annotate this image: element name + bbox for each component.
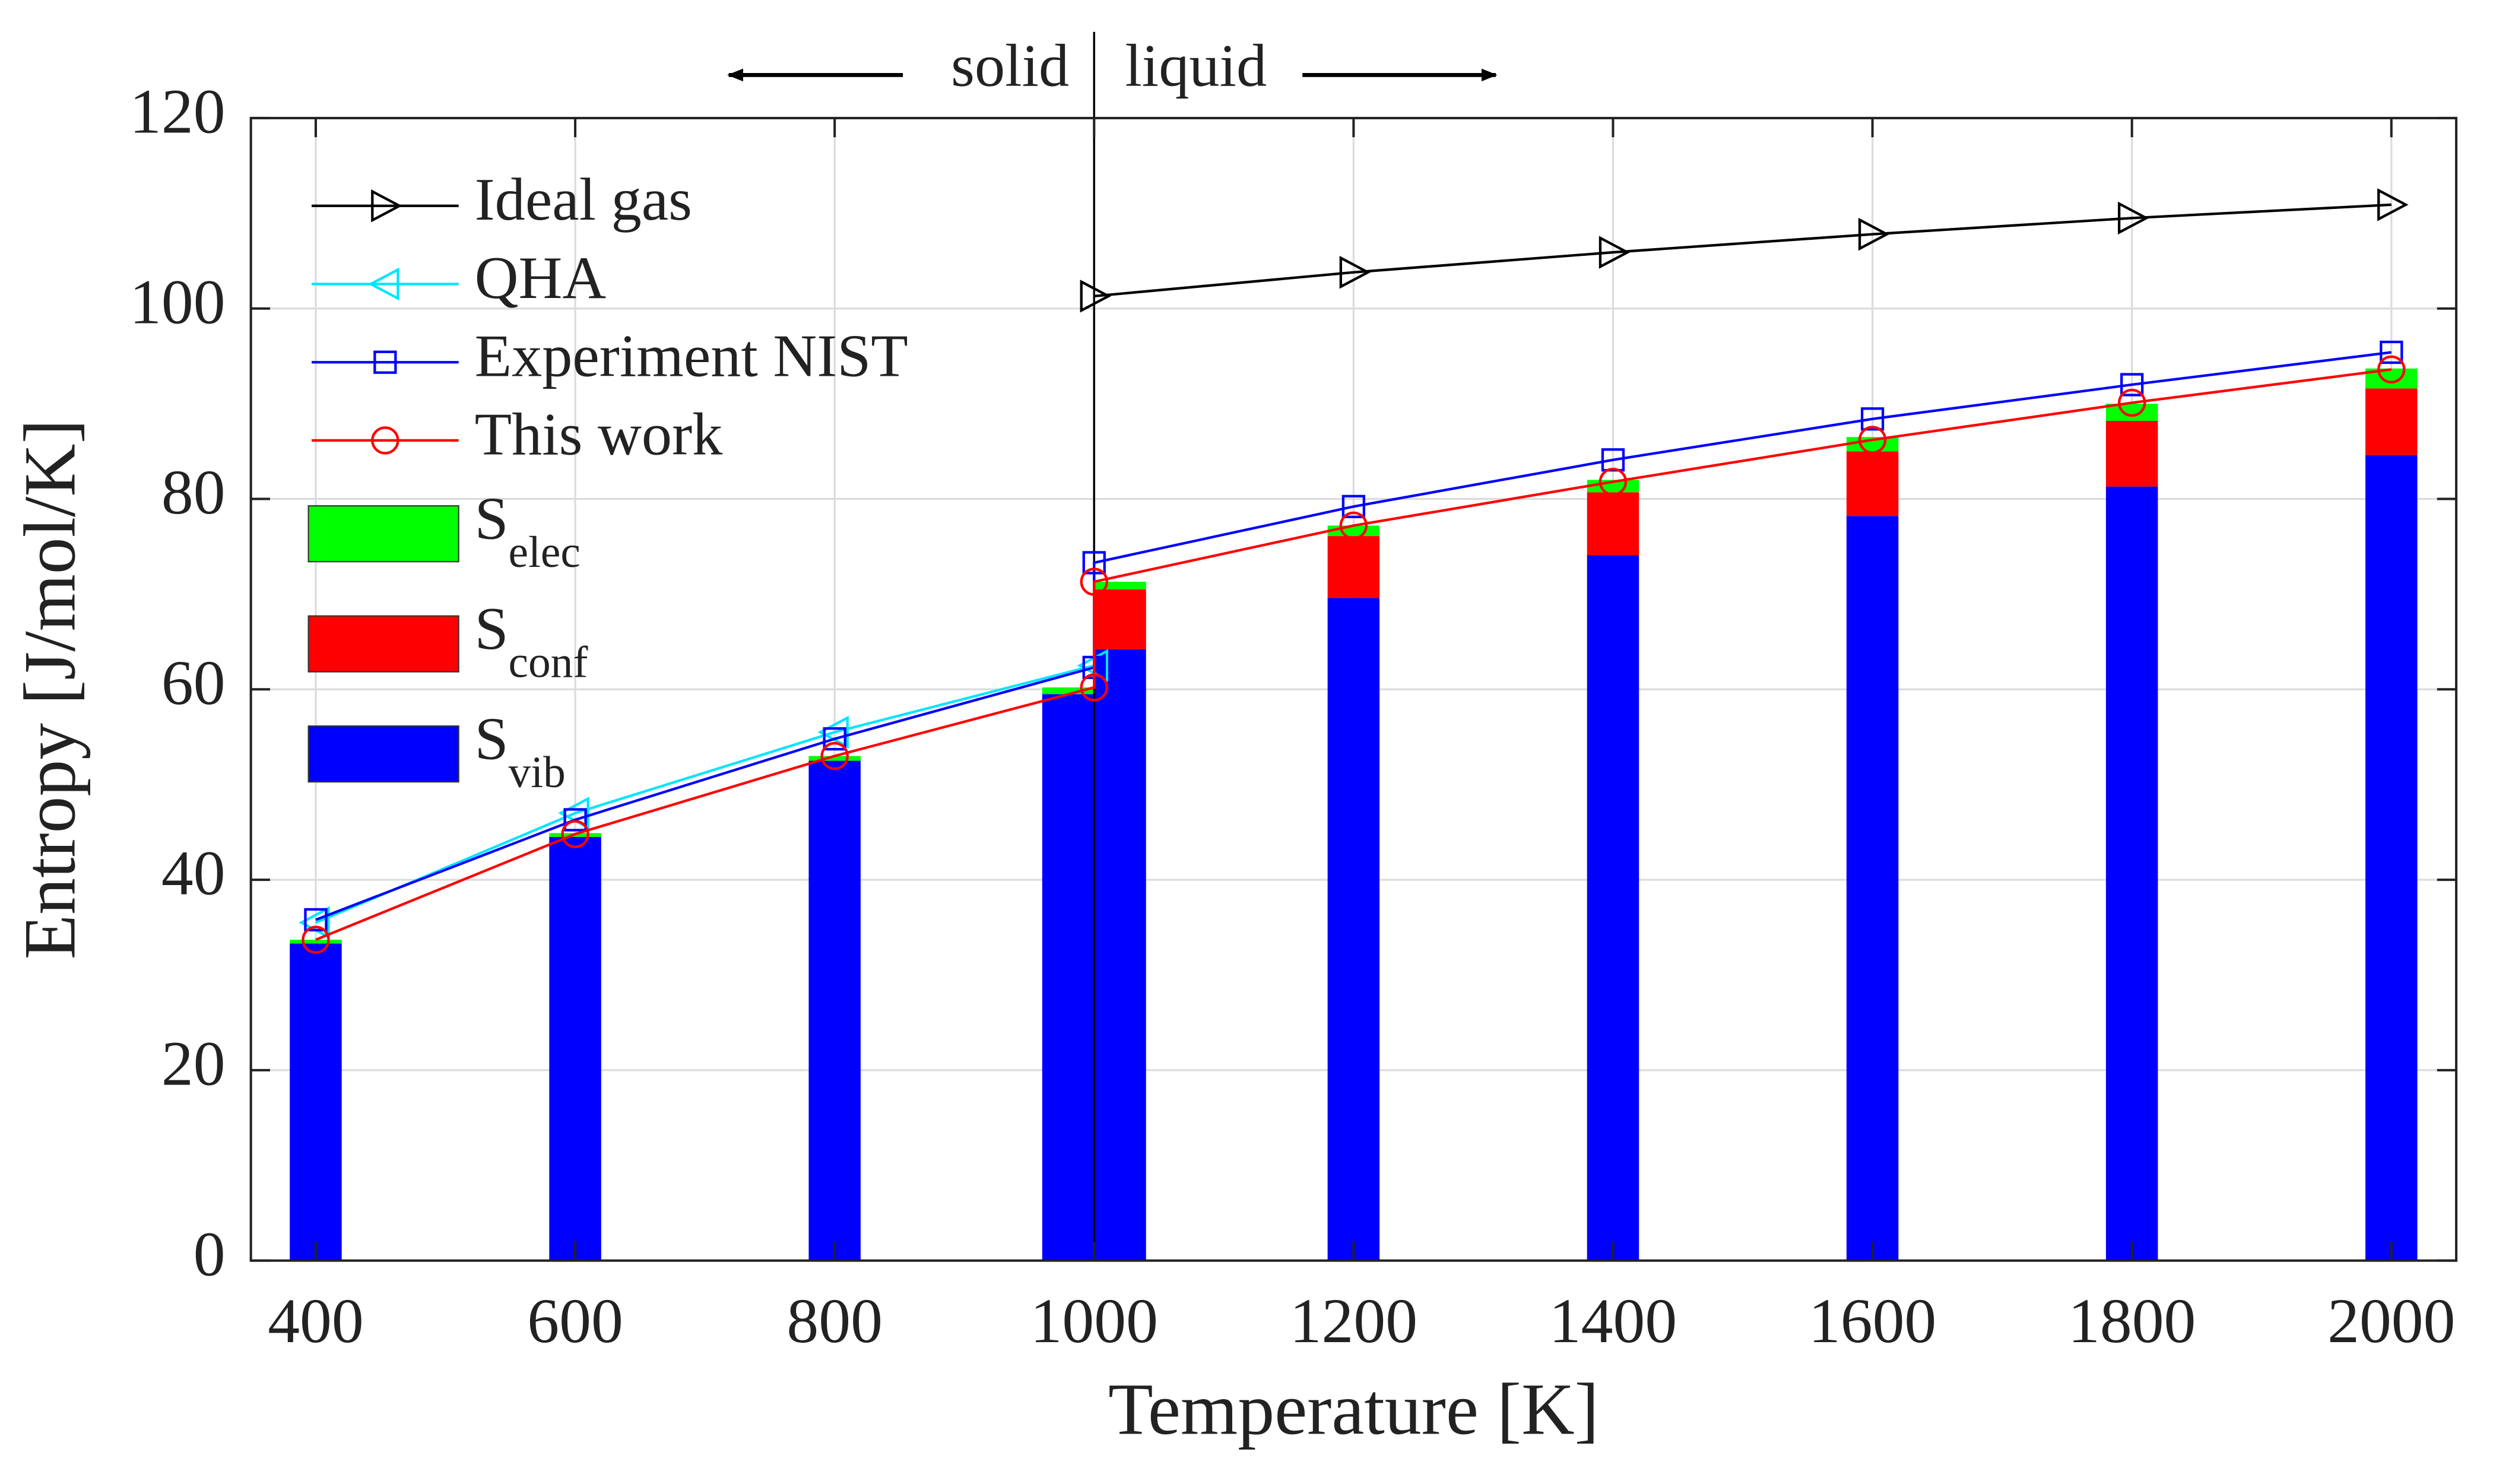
marker: [2120, 373, 2144, 397]
legend-swatch: [307, 615, 459, 673]
marker: [563, 808, 587, 832]
bar-segment: [1094, 649, 1146, 1261]
y-tick-label: 120: [129, 77, 226, 147]
bar-segment: [1327, 598, 1380, 1261]
marker: [561, 820, 589, 848]
legend-label: Svib: [475, 706, 566, 798]
marker: [2377, 355, 2406, 384]
line: [315, 368, 2392, 941]
x-tick-label: 600: [527, 1286, 623, 1356]
legend-label: Ideal gas: [475, 166, 692, 233]
bar-segment: [1094, 582, 1146, 589]
legend-marker: [368, 267, 399, 301]
bar-segment: [808, 756, 861, 761]
marker: [304, 908, 328, 932]
y-tick-label: 20: [161, 1029, 226, 1099]
legend: Ideal gas QHA Experiment NIST This work Sele…: [307, 166, 908, 798]
y-tick-label: 60: [161, 648, 226, 718]
marker: [823, 727, 846, 751]
x-axis-label: Temperature [K]: [1108, 1369, 1599, 1450]
legend-label: Sconf: [475, 595, 589, 687]
y-tick-label: 40: [161, 838, 226, 909]
legend-marker: [371, 426, 399, 455]
bar-segment: [549, 836, 601, 1261]
legend-marker: [371, 189, 402, 223]
marker: [1080, 280, 1112, 313]
x-tick-label: 2000: [2327, 1286, 2455, 1356]
marker: [1598, 467, 1628, 496]
marker: [1858, 217, 1890, 251]
x-tick-label: 400: [268, 1286, 364, 1356]
legend-swatch: [307, 505, 459, 563]
bar-segment: [1846, 516, 1899, 1261]
annotation: solid: [951, 32, 1069, 99]
marker: [1341, 494, 1366, 518]
legend-label: Experiment NIST: [475, 323, 908, 390]
y-axis-label: Entropy [J/mol/K]: [9, 419, 90, 959]
bar-segment: [290, 943, 342, 1261]
x-tick-label: 1000: [1030, 1286, 1158, 1356]
bar-segment: [1587, 492, 1639, 556]
x-tick-label: 800: [786, 1286, 883, 1356]
bar-segment: [290, 940, 342, 944]
bar-segment: [2105, 486, 2158, 1261]
bar-segment: [808, 760, 861, 1261]
bar-segment: [1846, 451, 1899, 516]
marker: [1858, 426, 1887, 454]
line: [1094, 203, 2391, 298]
x-tick-label: 1800: [2068, 1286, 2196, 1356]
legend-swatch: [307, 725, 459, 783]
x-tick-label: 1600: [1809, 1286, 1936, 1356]
bar-segment: [1327, 536, 1380, 598]
marker: [1082, 551, 1106, 575]
bar-segment: [1042, 687, 1095, 695]
marker: [2118, 201, 2149, 235]
y-tick-label: 0: [194, 1219, 226, 1289]
marker: [1080, 567, 1108, 596]
y-tick-label: 100: [129, 267, 226, 337]
marker: [1339, 511, 1368, 540]
y-tick-label: 80: [161, 457, 226, 528]
bar-segment: [1094, 589, 1146, 649]
bar-segment: [2365, 388, 2418, 455]
legend-label: Selec: [475, 486, 581, 578]
marker: [1080, 673, 1108, 702]
marker: [302, 925, 330, 954]
x-tick-label: 1200: [1290, 1286, 1417, 1356]
bar-segment: [1587, 555, 1639, 1261]
legend-marker: [373, 350, 397, 374]
marker: [820, 741, 849, 770]
marker: [1339, 255, 1371, 289]
bar-segment: [1042, 694, 1095, 1261]
bar-segment: [2105, 404, 2158, 421]
x-tick-label: 1400: [1549, 1286, 1677, 1356]
line: [315, 351, 2392, 921]
bar-segment: [2105, 420, 2158, 487]
line: [315, 664, 1095, 924]
legend-label: QHA: [475, 245, 607, 312]
annotation: liquid: [1125, 32, 1267, 99]
marker: [1598, 236, 1631, 269]
marker: [1860, 407, 1885, 431]
bar-segment: [2365, 455, 2418, 1261]
marker: [2377, 188, 2409, 221]
marker: [2118, 388, 2146, 417]
legend-label: This work: [475, 401, 724, 468]
marker: [2380, 340, 2403, 364]
